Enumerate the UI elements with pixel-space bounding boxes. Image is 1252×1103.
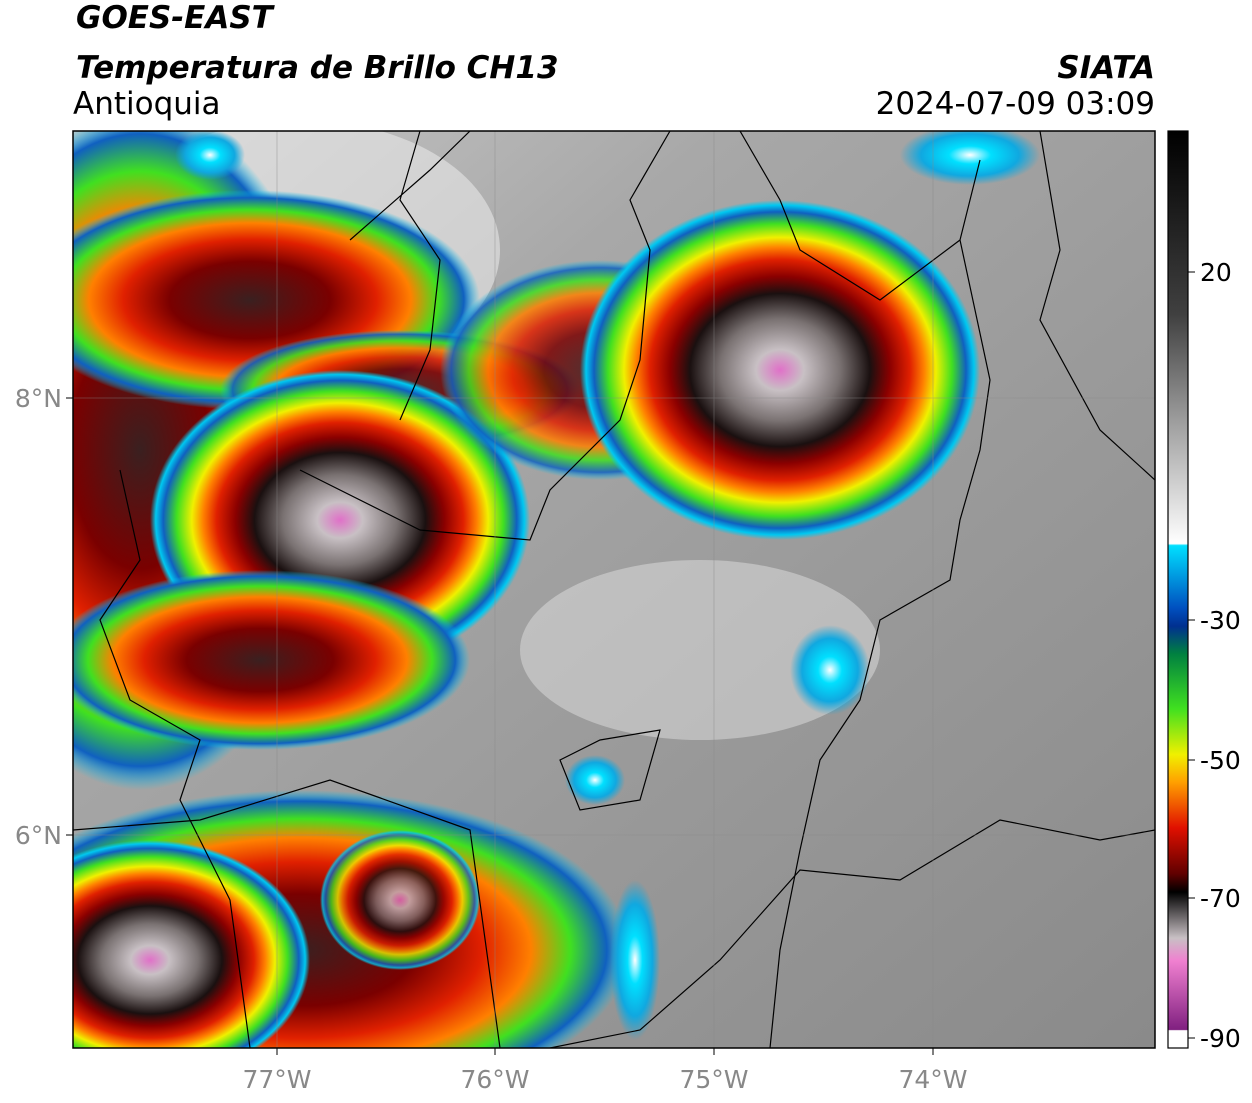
colorbar — [1167, 130, 1189, 1049]
colorbar-label: -50 — [1200, 746, 1241, 775]
borders — [73, 131, 1155, 1048]
colorbar-label: -90 — [1200, 1024, 1241, 1053]
satellite-image — [73, 131, 1155, 1048]
lon-label: 75°W — [679, 1065, 748, 1094]
source-title: SIATA — [1057, 50, 1155, 86]
colorbar-label: -30 — [1200, 606, 1241, 635]
lat-label: 8°N — [15, 384, 62, 413]
product-title: Temperatura de Brillo CH13 — [76, 50, 559, 86]
colorbar-label: -70 — [1200, 884, 1241, 913]
datetime: 2024-07-09 03:09 — [876, 86, 1155, 122]
satellite-title: GOES-EAST — [76, 0, 276, 36]
lat-label: 6°N — [15, 821, 62, 850]
lon-label: 74°W — [898, 1065, 967, 1094]
graticule — [73, 131, 1155, 1048]
lon-label: 76°W — [460, 1065, 529, 1094]
map-frame — [72, 130, 1156, 1049]
region-title: Antioquia — [73, 86, 221, 122]
colorbar-label: 20 — [1200, 258, 1232, 287]
lon-label: 77°W — [242, 1065, 311, 1094]
